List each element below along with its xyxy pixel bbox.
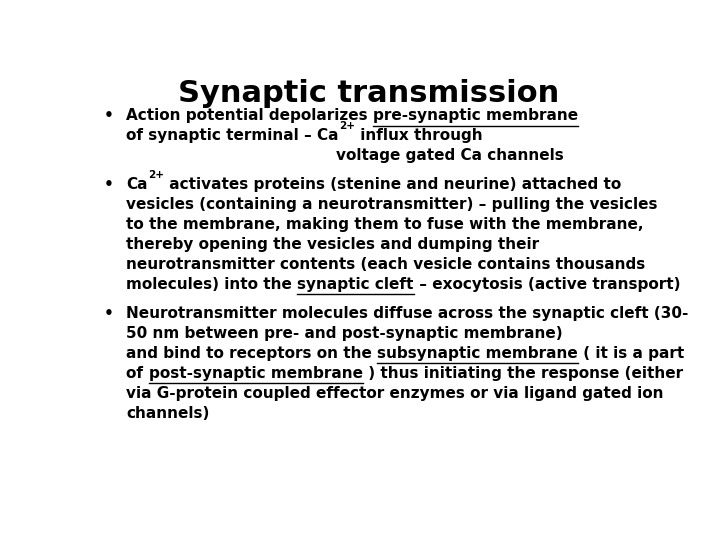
Text: pre-synaptic membrane: pre-synaptic membrane	[373, 109, 578, 124]
Text: thereby opening the vesicles and dumping their: thereby opening the vesicles and dumping…	[126, 238, 539, 252]
Text: neurotransmitter contents (each vesicle contains thousands: neurotransmitter contents (each vesicle …	[126, 258, 646, 272]
Text: to the membrane, making them to fuse with the membrane,: to the membrane, making them to fuse wit…	[126, 218, 644, 232]
Text: channels): channels)	[126, 406, 210, 421]
Text: synaptic cleft: synaptic cleft	[297, 277, 414, 292]
Text: subsynaptic membrane: subsynaptic membrane	[377, 346, 578, 361]
Text: via G-protein coupled effector enzymes or via ligand gated ion: via G-protein coupled effector enzymes o…	[126, 386, 664, 401]
Text: Ca: Ca	[126, 178, 148, 192]
Text: molecules) into the: molecules) into the	[126, 277, 297, 292]
Text: Action potential depolarizes: Action potential depolarizes	[126, 109, 373, 124]
Text: influx through: influx through	[355, 129, 482, 144]
Text: activates proteins (stenine and neurine) attached to: activates proteins (stenine and neurine)…	[163, 178, 621, 192]
Text: of: of	[126, 366, 148, 381]
Text: ( it is a part: ( it is a part	[578, 346, 685, 361]
Text: vesicles (containing a neurotransmitter) – pulling the vesicles: vesicles (containing a neurotransmitter)…	[126, 198, 658, 212]
Text: 2+: 2+	[148, 170, 163, 180]
Text: Synaptic transmission: Synaptic transmission	[179, 79, 559, 109]
Text: •: •	[104, 178, 114, 192]
Text: voltage gated Ca channels: voltage gated Ca channels	[336, 148, 563, 164]
Text: of synaptic terminal – Ca: of synaptic terminal – Ca	[126, 129, 339, 144]
Text: 50 nm between pre- and post-synaptic membrane): 50 nm between pre- and post-synaptic mem…	[126, 326, 563, 341]
Text: and bind to receptors on the: and bind to receptors on the	[126, 346, 377, 361]
Text: ) thus initiating the response (either: ) thus initiating the response (either	[362, 366, 683, 381]
Text: Neurotransmitter molecules diffuse across the synaptic cleft (30-: Neurotransmitter molecules diffuse acros…	[126, 306, 688, 321]
Text: post-synaptic membrane: post-synaptic membrane	[148, 366, 362, 381]
Text: •: •	[104, 109, 114, 124]
Text: •: •	[104, 306, 114, 321]
Text: – exocytosis (active transport): – exocytosis (active transport)	[414, 277, 680, 292]
Text: 2+: 2+	[339, 121, 355, 131]
